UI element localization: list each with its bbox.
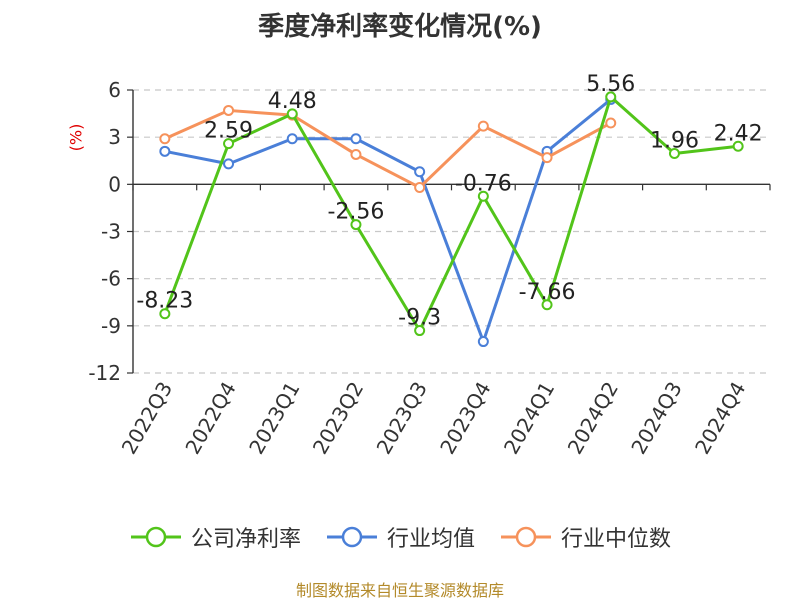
legend-label: 行业均值 <box>386 527 475 552</box>
legend-marker <box>145 526 167 548</box>
data-point <box>414 325 426 337</box>
data-label: -8.23 <box>136 289 193 314</box>
series-line <box>164 98 612 344</box>
data-point <box>414 181 426 193</box>
data-point <box>732 140 744 152</box>
x-tick-label: 2024Q2 <box>563 378 623 459</box>
data-point <box>159 145 171 157</box>
y-tick-label: -3 <box>101 220 121 244</box>
x-tick-label: 2024Q1 <box>499 378 559 459</box>
data-label: 4.48 <box>268 89 317 114</box>
data-label: 2.42 <box>714 121 763 146</box>
data-point <box>668 148 680 160</box>
legend-item[interactable]: 行业均值 <box>325 521 475 553</box>
x-tick-label: 2023Q4 <box>435 377 495 458</box>
data-point <box>541 299 553 311</box>
x-tick-label: 2024Q3 <box>626 378 686 459</box>
data-point <box>477 190 489 202</box>
data-label: 5.56 <box>586 72 635 97</box>
legend-item[interactable]: 行业中位数 <box>499 521 671 553</box>
legend-item[interactable]: 公司净利率 <box>129 521 301 553</box>
chart-title: 季度净利率变化情况(%) <box>258 12 542 42</box>
data-label: -0.76 <box>455 171 512 196</box>
series-line <box>164 108 612 189</box>
legend-marker <box>515 526 537 548</box>
x-tick-label: 2022Q3 <box>117 378 177 459</box>
x-tick-label: 2022Q4 <box>180 378 240 459</box>
data-point <box>541 152 553 164</box>
data-point <box>477 336 489 348</box>
x-tick-label: 2023Q3 <box>372 378 432 459</box>
x-tick-label: 2023Q2 <box>308 378 368 459</box>
data-label: 1.96 <box>650 129 699 154</box>
y-tick-label: -6 <box>101 267 121 291</box>
y-tick-label: 0 <box>108 172 121 196</box>
data-point <box>350 133 362 145</box>
data-point <box>414 166 426 178</box>
data-point <box>605 91 617 103</box>
legend-swatch <box>501 526 551 548</box>
data-point <box>477 120 489 132</box>
x-tick-label: 2024Q4 <box>690 378 750 459</box>
legend: 公司净利率 行业均值 行业中位数 <box>0 519 800 555</box>
y-tick-label: -12 <box>88 361 121 385</box>
data-point <box>223 138 235 150</box>
legend-swatch <box>130 526 181 548</box>
data-point <box>159 308 171 320</box>
data-label: -7.66 <box>519 280 576 305</box>
data-point <box>350 148 362 160</box>
data-label: -2.56 <box>327 200 384 225</box>
data-point <box>286 108 298 120</box>
y-tick-label: 3 <box>108 125 121 149</box>
data-label: -9.3 <box>398 306 441 331</box>
data-point <box>223 104 235 116</box>
data-point <box>350 219 362 231</box>
data-point <box>223 158 235 170</box>
data-point <box>159 133 171 145</box>
legend-label: 行业中位数 <box>561 527 672 552</box>
data-label: 2.59 <box>204 119 253 144</box>
data-point <box>286 133 298 145</box>
series-line <box>163 95 739 333</box>
legend-label: 公司净利率 <box>190 527 301 552</box>
data-point <box>605 117 617 129</box>
x-tick-label: 2023Q1 <box>244 378 304 459</box>
y-tick-label: -9 <box>101 314 121 338</box>
source-note: 制图数据来自恒生聚源数据库 <box>295 581 504 600</box>
legend-swatch <box>326 526 377 548</box>
y-tick-label: 6 <box>108 78 121 102</box>
legend-marker <box>341 526 363 548</box>
